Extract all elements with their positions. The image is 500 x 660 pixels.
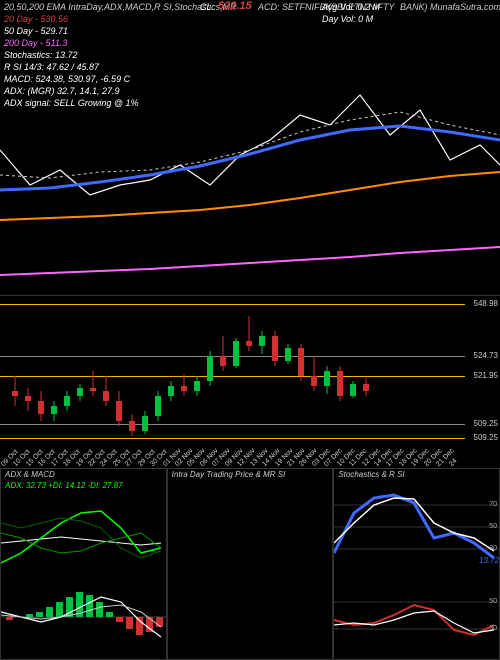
candle-body [142,416,148,431]
stoch-k-label: 13.72 [479,556,500,565]
candle-body [51,406,57,414]
symbol-partial: ACD: SETFNIFBK [258,2,332,12]
candle-body [220,356,226,366]
macd-bar [96,602,103,617]
mdi-line [1,518,161,558]
date-axis: 09 Oct10 Oct15 Oct16 Oct17 Oct18 Oct19 O… [0,445,500,470]
stochastics-panel[interactable]: Stochastics & R SI 13.72 70 50 30 50 30 [333,468,500,660]
price-level-label: 548.98 [474,299,498,308]
adx-macd-title: ADX & MACD [5,470,55,479]
ma-pink-line [0,247,500,275]
candle-body [337,371,343,396]
day-vol: Day Vol: 0 M [322,14,373,24]
ma-blue-line [0,126,500,190]
symbol-suffix: BANK) MunafaSutra.com [400,2,500,12]
candle-body [246,341,252,346]
macd-bar [116,617,123,622]
candle-body [194,381,200,391]
adx-subchart [1,493,167,573]
candle-body [64,396,70,406]
candle-body [272,336,278,361]
ma-20: 20 Day - 530.56 [4,14,68,24]
rsi-line-b [334,611,494,633]
stoch-title: Stochastics & R SI [338,470,404,479]
candle-body [38,401,44,414]
candle-body [129,421,135,431]
candle-body [155,396,161,416]
rsi-subchart [334,575,500,657]
candle-body [350,384,356,396]
ma-orange-line [0,172,500,220]
avg-vol: Avg Vol: 0.2 M [322,2,380,12]
ma-dotted [0,112,500,178]
candle-body [77,388,83,396]
macd-value: MACD: 524.38, 530.97, -6.59 C [4,74,130,84]
macd-bar [6,617,13,620]
close-value: 522.15 [218,0,252,12]
candle-body [168,386,174,396]
candle-body [285,348,291,361]
candle-body [12,391,18,396]
stochastics-value: Stochastics: 13.72 [4,50,78,60]
candle-body [311,376,317,386]
header: 20,50,200 EMA IntraDay,ADX,MACD,R SI,Sto… [0,0,500,90]
macd-bar [46,607,53,617]
candle-body [25,396,31,401]
main-moving-average-chart[interactable] [0,90,500,295]
price-level-label: 509.25 [474,419,498,428]
candle-body [181,386,187,391]
adx-line [1,511,161,563]
candle-body [90,388,96,391]
candle-body [259,336,265,346]
candles-area [0,296,465,446]
ma-50: 50 Day - 529.71 [4,26,68,36]
macd-bar [36,612,43,617]
adx-macd-panel[interactable]: ADX & MACD ADX: 32.73 +DI: 14.12 -DI: 27… [0,468,167,660]
price-level-label: 521.95 [474,371,498,380]
y-tick: 30 [489,625,497,632]
macd-bar [26,614,33,617]
macd-bar [126,617,133,629]
ma-200: 200 Day - 511.3 [4,38,67,48]
macd-histogram [6,592,163,635]
adx-ref [1,537,161,545]
intraday-title: Intra Day Trading Price & MR SI [172,470,286,479]
adx-subtitle: ADX: 32.73 +DI: 14.12 -DI: 27.87 [5,481,123,490]
candle-body [116,401,122,421]
candle-body [298,348,304,376]
candle-body [207,356,213,381]
macd-bar [86,595,93,617]
price-level-label: 524.73 [474,351,498,360]
y-tick: 70 [489,501,497,508]
close-label: CL: [200,2,214,12]
macd-subchart [1,577,167,657]
y-tick: 50 [489,598,497,605]
candle-body [233,341,239,366]
candle-body [363,384,369,391]
candle-body [103,391,109,401]
intraday-panel[interactable]: Intra Day Trading Price & MR SI [167,468,334,660]
macd-bar [106,612,113,617]
stoch-subchart: 13.72 [334,483,500,571]
price-level-label: 509.25 [474,433,498,442]
y-tick: 50 [489,523,497,530]
date-tick: 24 [448,458,458,468]
macd-bar [56,602,63,617]
bottom-panels: ADX & MACD ADX: 32.73 +DI: 14.12 -DI: 27… [0,468,500,660]
candlestick-chart[interactable]: 548.98 524.73 521.95 509.25 509.25 [0,295,500,445]
y-tick: 30 [489,545,497,552]
candle-body [324,371,330,386]
rsi-value: R SI 14/3: 47.62 / 45.87 [4,62,99,72]
